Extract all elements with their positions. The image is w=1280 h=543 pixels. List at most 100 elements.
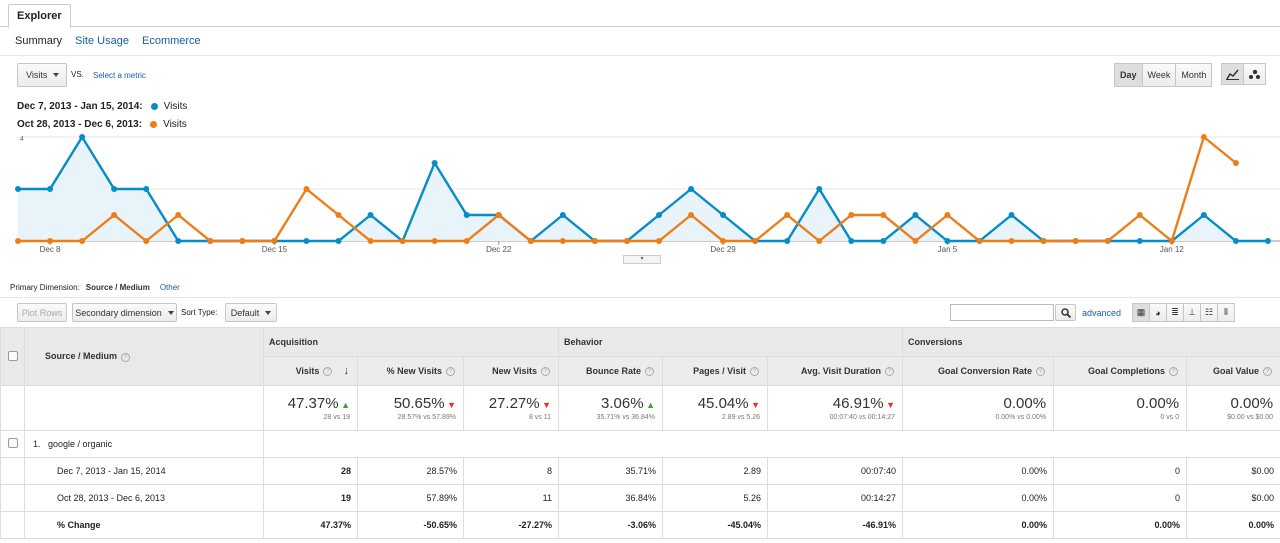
data-point[interactable] xyxy=(111,186,118,192)
data-point[interactable] xyxy=(47,186,54,192)
column-header[interactable]: Goal Value? xyxy=(1186,356,1280,386)
help-icon[interactable]: ? xyxy=(121,352,131,362)
data-point[interactable] xyxy=(239,238,246,244)
chart-resize-handle[interactable]: ▾ xyxy=(623,255,661,264)
column-header[interactable]: Goal Conversion Rate? xyxy=(902,356,1055,386)
data-point[interactable] xyxy=(1008,212,1015,218)
data-point[interactable] xyxy=(1264,238,1271,244)
data-point[interactable] xyxy=(111,212,118,218)
period-week-button[interactable]: Week xyxy=(1141,63,1177,87)
column-header[interactable]: Avg. Visit Duration? xyxy=(767,356,904,386)
data-point[interactable] xyxy=(559,212,566,218)
data-point[interactable] xyxy=(752,238,759,244)
row-checkbox[interactable] xyxy=(0,430,25,458)
help-icon[interactable]: ? xyxy=(541,367,551,377)
data-point[interactable] xyxy=(367,238,374,244)
subtab-ecommerce[interactable]: Ecommerce xyxy=(142,35,201,47)
sort-arrow-icon[interactable]: ↓ xyxy=(340,365,349,377)
data-point[interactable] xyxy=(15,186,21,192)
data-point[interactable] xyxy=(399,238,406,244)
help-icon[interactable]: ? xyxy=(885,367,895,377)
help-icon[interactable]: ? xyxy=(446,367,455,377)
select-all-checkbox[interactable] xyxy=(0,327,25,386)
sort-type-dropdown[interactable]: Default xyxy=(225,303,277,322)
subtab-summary[interactable]: Summary xyxy=(15,35,63,47)
help-icon[interactable]: ? xyxy=(1263,367,1273,377)
data-point[interactable] xyxy=(688,186,695,192)
data-point[interactable] xyxy=(431,238,438,244)
data-point[interactable] xyxy=(880,212,887,218)
data-point[interactable] xyxy=(143,238,150,244)
checkbox[interactable] xyxy=(7,438,18,448)
data-point[interactable] xyxy=(784,212,791,218)
dimension-header[interactable]: Source / Medium? xyxy=(24,327,264,386)
data-point[interactable] xyxy=(431,160,438,166)
data-point[interactable] xyxy=(367,212,374,218)
motion-chart-icon[interactable] xyxy=(1243,63,1266,85)
data-point[interactable] xyxy=(1008,238,1015,244)
data-point[interactable] xyxy=(1168,238,1175,244)
data-point[interactable] xyxy=(816,186,823,192)
period-month-button[interactable]: Month xyxy=(1175,63,1213,87)
metric-dropdown[interactable]: Visits xyxy=(17,63,67,87)
data-point[interactable] xyxy=(1072,238,1079,244)
data-point[interactable] xyxy=(303,238,310,244)
pie-chart-icon[interactable]: ◕ xyxy=(1149,303,1167,322)
data-point[interactable] xyxy=(1232,238,1239,244)
help-icon[interactable]: ? xyxy=(645,367,655,377)
plot-rows-button[interactable]: Plot Rows xyxy=(17,303,67,322)
help-icon[interactable]: ? xyxy=(1036,367,1046,377)
primary-dimension-other[interactable]: Other xyxy=(159,283,180,292)
help-icon[interactable]: ? xyxy=(750,367,760,377)
data-point[interactable] xyxy=(720,212,727,218)
data-point[interactable] xyxy=(816,238,823,244)
secondary-dimension-dropdown[interactable]: Secondary dimension xyxy=(72,303,177,322)
data-point[interactable] xyxy=(720,238,727,244)
data-point[interactable] xyxy=(335,212,342,218)
data-point[interactable] xyxy=(175,212,182,218)
data-table-icon[interactable]: ▦ xyxy=(1132,303,1150,322)
data-point[interactable] xyxy=(495,212,502,218)
advanced-filter-link[interactable]: advanced xyxy=(1082,308,1122,318)
data-point[interactable] xyxy=(47,238,54,244)
select-metric-link[interactable]: Select a metric xyxy=(93,71,146,80)
data-point[interactable] xyxy=(175,238,182,244)
data-point[interactable] xyxy=(1232,160,1239,166)
search-icon[interactable] xyxy=(1055,304,1076,321)
data-point[interactable] xyxy=(1200,134,1207,140)
help-icon[interactable]: ? xyxy=(323,367,333,377)
tab-explorer[interactable]: Explorer xyxy=(8,4,71,28)
data-point[interactable] xyxy=(1040,238,1047,244)
help-icon[interactable]: ? xyxy=(1169,367,1179,377)
data-point[interactable] xyxy=(944,212,951,218)
data-point[interactable] xyxy=(976,238,983,244)
data-point[interactable] xyxy=(591,238,598,244)
comparison-icon[interactable]: ⊥ xyxy=(1183,303,1201,322)
data-point[interactable] xyxy=(559,238,566,244)
data-point[interactable] xyxy=(688,212,695,218)
pivot-icon[interactable]: ⦀ xyxy=(1217,303,1235,322)
column-header[interactable]: Visits? ↓ xyxy=(263,356,358,386)
data-point[interactable] xyxy=(1104,238,1111,244)
data-point[interactable] xyxy=(912,238,919,244)
performance-icon[interactable]: ≣ xyxy=(1166,303,1184,322)
data-point[interactable] xyxy=(463,238,470,244)
data-point[interactable] xyxy=(623,238,630,244)
data-point[interactable] xyxy=(1200,212,1207,218)
data-point[interactable] xyxy=(784,238,791,244)
row-label[interactable]: 1. google / organic xyxy=(24,430,264,458)
data-point[interactable] xyxy=(656,212,662,218)
data-point[interactable] xyxy=(271,238,278,244)
data-point[interactable] xyxy=(79,134,86,140)
data-point[interactable] xyxy=(143,186,150,192)
term-cloud-icon[interactable]: ☷ xyxy=(1200,303,1218,322)
data-point[interactable] xyxy=(880,238,887,244)
table-search-input[interactable] xyxy=(950,304,1054,321)
row-label-text[interactable]: google / organic xyxy=(48,439,113,449)
period-day-button[interactable]: Day xyxy=(1114,63,1143,87)
column-header[interactable]: Bounce Rate? xyxy=(558,356,664,386)
data-point[interactable] xyxy=(848,212,855,218)
data-point[interactable] xyxy=(303,186,310,192)
subtab-site-usage[interactable]: Site Usage xyxy=(75,35,129,47)
data-point[interactable] xyxy=(1136,238,1143,244)
